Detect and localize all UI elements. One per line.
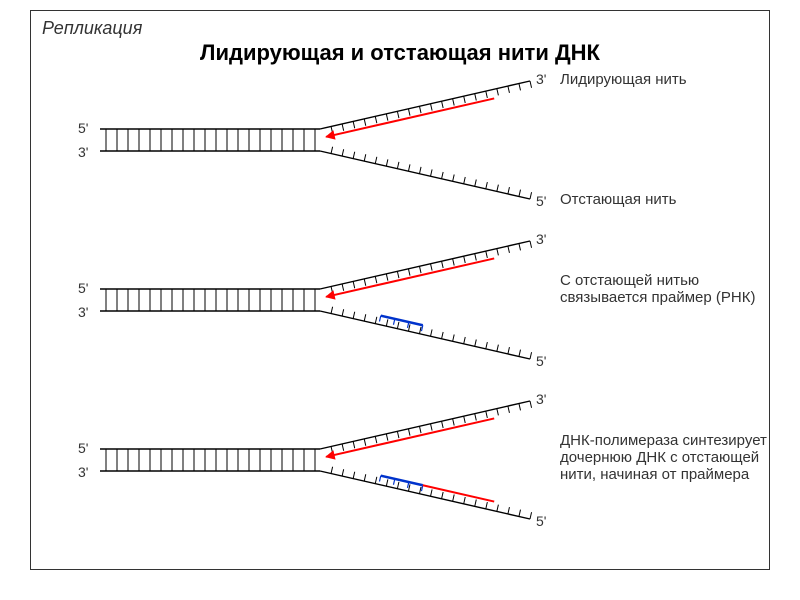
- diagram-label: ДНК-полимераза синтезирует дочернюю ДНК …: [560, 432, 770, 483]
- diagram-label: 5': [536, 193, 546, 209]
- diagram-label: 3': [78, 464, 88, 480]
- diagram-label: 5': [78, 280, 88, 296]
- diagram-label: 3': [78, 144, 88, 160]
- diagram-label: 3': [536, 231, 546, 247]
- diagram-label: С отстающей нитью связывается праймер (Р…: [560, 272, 770, 306]
- diagram-label: Лидирующая нить: [560, 71, 760, 88]
- diagram-label: Отстающая нить: [560, 191, 760, 208]
- diagram-label: 3': [78, 304, 88, 320]
- diagram-label: 3': [536, 391, 546, 407]
- diagram-label: 5': [78, 440, 88, 456]
- diagram-label: 5': [536, 353, 546, 369]
- diagram-label: 5': [78, 120, 88, 136]
- diagram-label: 3': [536, 71, 546, 87]
- diagram-label: 5': [536, 513, 546, 529]
